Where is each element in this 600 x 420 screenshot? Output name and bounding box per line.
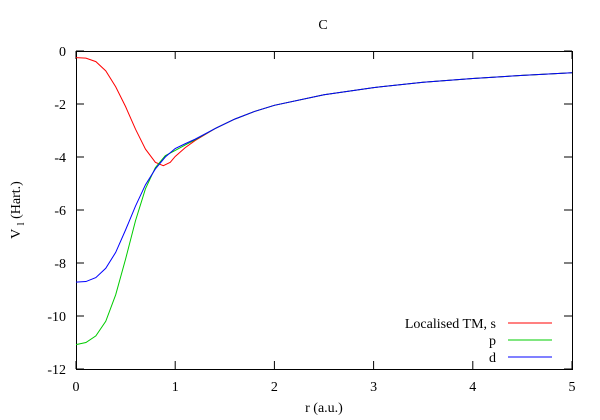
x-tick-label: 1 [172, 380, 179, 395]
series-line-2 [75, 72, 573, 283]
series-line-1 [75, 72, 573, 346]
y-tick-label: -12 [47, 363, 66, 378]
plot-frame [76, 51, 573, 370]
x-tick-label: 2 [271, 380, 278, 395]
series-line-0 [75, 57, 573, 167]
y-axis-label: V l (Hart.) [9, 181, 28, 239]
legend-label-0: Localised TM, s [405, 317, 496, 332]
legend-label-1: p [489, 334, 496, 349]
y-tick-label: -2 [54, 98, 66, 113]
x-tick-label: 4 [469, 380, 476, 395]
x-tick-label: 3 [370, 380, 377, 395]
y-axis-label-suffix: (Hart.) [9, 181, 24, 219]
chart-title: C [318, 18, 327, 33]
y-tick-label: 0 [59, 45, 66, 60]
y-tick-label: -8 [54, 257, 66, 272]
legend: Localised TM, s pd [405, 317, 552, 366]
x-tick-label: 5 [569, 380, 576, 395]
y-tick-label: -6 [54, 204, 66, 219]
y-tick-label: -4 [54, 151, 66, 166]
series-lines [75, 57, 573, 346]
x-tick-label: 0 [73, 380, 80, 395]
y-tick-label: -10 [47, 310, 66, 325]
x-axis-label: r (a.u.) [305, 401, 343, 416]
y-axis-ticks: 0 -2 -4 -6 -8 -10 -12 [47, 45, 572, 378]
y-axis-label-subscript: l [15, 222, 27, 225]
legend-label-2: d [489, 351, 496, 366]
y-axis-label-main: V [9, 229, 24, 239]
x-axis-ticks: 0 1 2 3 4 5 [73, 51, 576, 395]
